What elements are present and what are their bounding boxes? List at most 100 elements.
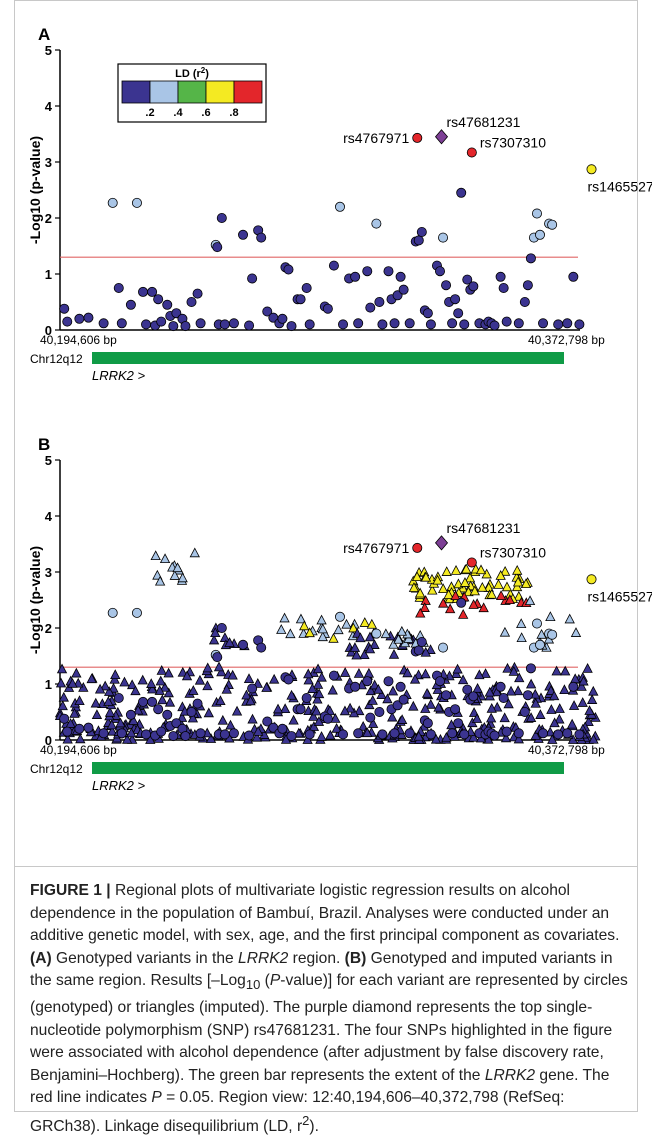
- genotyped-variant-marker: [489, 730, 500, 741]
- genotyped-variant-marker: [404, 728, 415, 739]
- imputed-variant-marker: [308, 711, 319, 721]
- imputed-variant-marker: [495, 590, 507, 600]
- imputed-variant-marker: [224, 637, 235, 647]
- genotyped-variant-marker: [398, 694, 409, 705]
- imputed-variant-marker: [55, 677, 67, 688]
- imputed-variant-marker: [169, 570, 180, 580]
- y-tick-label: 0: [45, 323, 52, 338]
- genotyped-variant-marker: [413, 645, 424, 656]
- genotyped-variant-marker: [212, 242, 223, 253]
- imputed-variant-marker: [90, 697, 101, 708]
- imputed-variant-marker: [559, 684, 570, 695]
- snp-label: rs7307310: [480, 544, 546, 560]
- imputed-variant-marker: [359, 617, 370, 627]
- genotyped-variant-marker: [522, 690, 533, 701]
- genotyped-variant-marker: [374, 296, 385, 307]
- genotyped-variant-marker: [180, 321, 191, 332]
- y-tick-label: 5: [45, 43, 52, 58]
- imputed-variant-marker: [376, 689, 387, 700]
- imputed-variant-marker: [328, 632, 339, 643]
- genotyped-variant-marker: [395, 681, 406, 692]
- imputed-variant-marker: [363, 667, 375, 678]
- imputed-variant-marker: [187, 712, 199, 723]
- y-tick-label: 4: [45, 509, 53, 524]
- genotyped-variant-marker: [495, 681, 506, 692]
- imputed-variant-marker: [69, 707, 80, 718]
- imputed-variant-marker: [475, 564, 487, 575]
- imputed-variant-marker: [353, 668, 365, 678]
- imputed-variant-marker: [71, 667, 82, 678]
- imputed-variant-marker: [367, 718, 379, 728]
- imputed-variant-marker: [546, 704, 557, 714]
- imputed-variant-marker: [227, 669, 238, 680]
- genotyped-variant-marker: [425, 319, 436, 330]
- genotyped-variant-marker: [422, 718, 433, 729]
- imputed-variant-marker: [341, 618, 352, 629]
- imputed-variant-marker: [547, 734, 558, 744]
- genotyped-variant-marker: [247, 273, 258, 284]
- imputed-variant-marker: [132, 704, 144, 715]
- snp-label: rs4767971: [343, 540, 409, 556]
- genotyped-variant-marker: [186, 706, 197, 717]
- imputed-variant-marker: [536, 628, 547, 639]
- caption-sup: 2: [302, 1113, 310, 1129]
- caption-b-text-4: gene. The red line indicates: [30, 1066, 610, 1107]
- imputed-variant-marker: [425, 698, 436, 709]
- imputed-variant-marker: [154, 575, 166, 586]
- imputed-variant-marker: [570, 627, 582, 637]
- imputed-variant-marker: [288, 714, 299, 725]
- imputed-variant-marker: [373, 683, 384, 694]
- imputed-variant-marker: [279, 703, 291, 714]
- genotyped-variant-marker: [568, 271, 579, 282]
- genotyped-variant-marker: [334, 201, 345, 212]
- imputed-variant-marker: [516, 618, 527, 628]
- imputed-variant-marker: [525, 678, 537, 689]
- genotyped-variant-marker: [568, 681, 579, 692]
- imputed-variant-marker: [387, 685, 399, 696]
- imputed-variant-marker: [450, 565, 462, 575]
- genotyped-variant-marker: [413, 235, 424, 246]
- imputed-variant-marker: [316, 671, 327, 682]
- imputed-variant-marker: [484, 686, 495, 697]
- imputed-variant-marker: [103, 696, 114, 706]
- imputed-variant-marker: [524, 595, 536, 606]
- imputed-variant-marker: [103, 686, 115, 696]
- genotyped-variant-marker: [286, 321, 297, 332]
- genotyped-variant-marker: [125, 299, 136, 310]
- imputed-variant-marker: [564, 613, 575, 624]
- imputed-variant-marker: [480, 668, 491, 678]
- genotyped-variant-marker: [447, 318, 458, 329]
- genotyped-variant-marker: [304, 319, 315, 330]
- genotyped-variant-marker: [434, 266, 445, 277]
- snp-label: rs47681231: [447, 114, 521, 130]
- genotyped-variant-marker: [192, 288, 203, 299]
- imputed-variant-marker: [126, 727, 137, 738]
- y-tick-label: 2: [45, 621, 52, 636]
- imputed-variant-marker: [203, 707, 214, 718]
- x-start-label: 40,194,606 bp: [40, 743, 117, 757]
- imputed-variant-marker: [499, 565, 511, 576]
- imputed-variant-marker: [525, 712, 537, 722]
- genotyped-variant-marker: [456, 187, 467, 198]
- genotyped-variant-marker: [162, 709, 173, 720]
- genotyped-variant-marker: [450, 704, 461, 715]
- y-tick-label: 0: [45, 733, 52, 748]
- genotyped-variant-marker: [353, 728, 364, 739]
- imputed-variant-marker: [513, 733, 524, 744]
- genotyped-variant-marker: [450, 294, 461, 305]
- imputed-variant-marker: [119, 676, 130, 687]
- genotyped-variant-marker: [519, 706, 530, 717]
- imputed-variant-marker: [205, 733, 217, 743]
- imputed-variant-marker: [530, 688, 541, 699]
- imputed-variant-marker: [420, 668, 431, 679]
- imputed-variant-marker: [554, 703, 565, 713]
- imputed-variant-marker: [137, 674, 148, 685]
- imputed-variant-marker: [164, 696, 176, 707]
- caption-b-text-6: ).: [309, 1118, 319, 1136]
- genotyped-variant-marker: [186, 296, 197, 307]
- imputed-variant-marker: [582, 663, 593, 673]
- imputed-variant-marker: [155, 675, 166, 686]
- imputed-variant-marker: [438, 583, 449, 594]
- imputed-variant-marker: [503, 698, 514, 709]
- genotyped-variant-marker: [547, 629, 558, 640]
